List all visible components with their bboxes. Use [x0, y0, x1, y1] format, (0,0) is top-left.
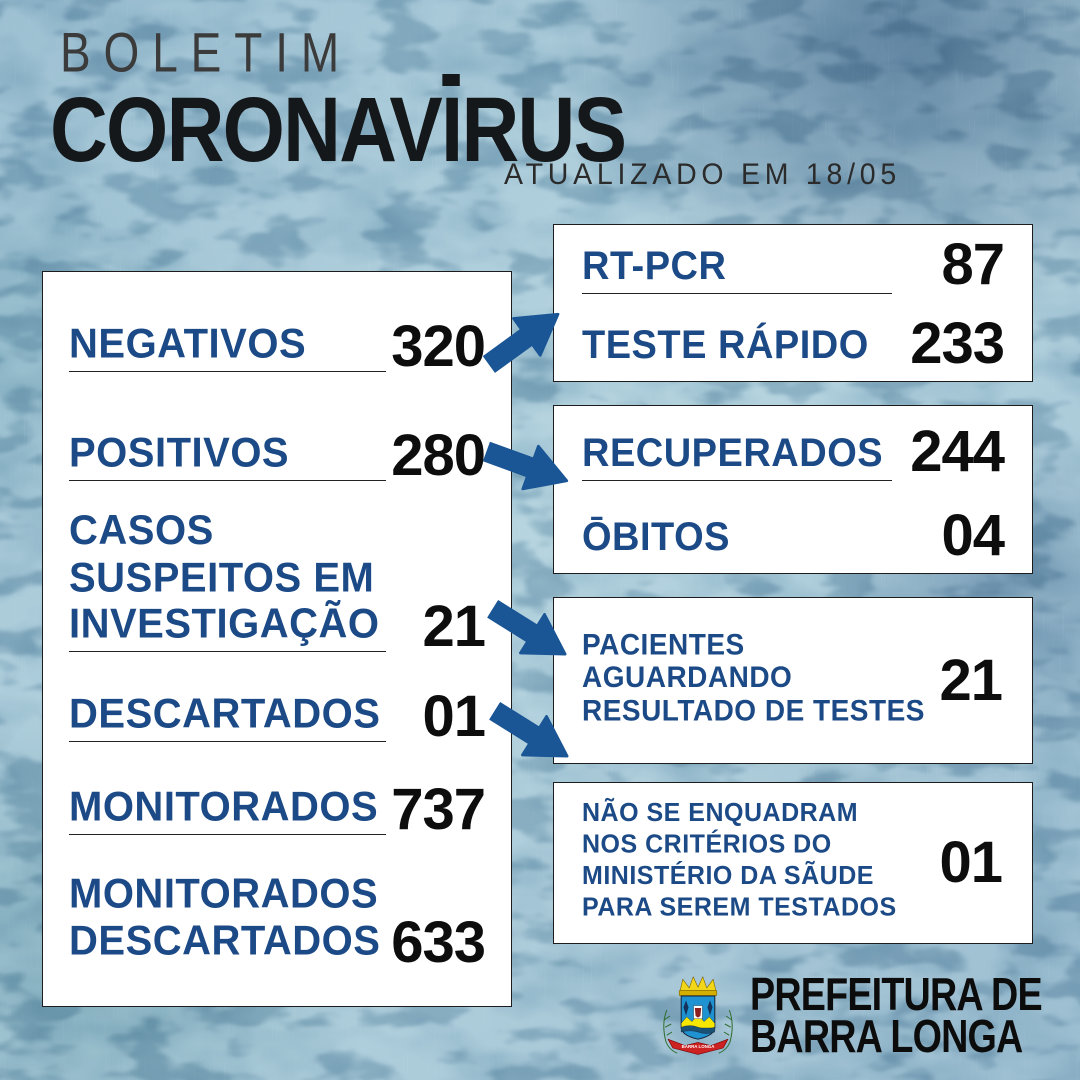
svg-text:BARRA LONGA: BARRA LONGA [682, 1044, 716, 1049]
